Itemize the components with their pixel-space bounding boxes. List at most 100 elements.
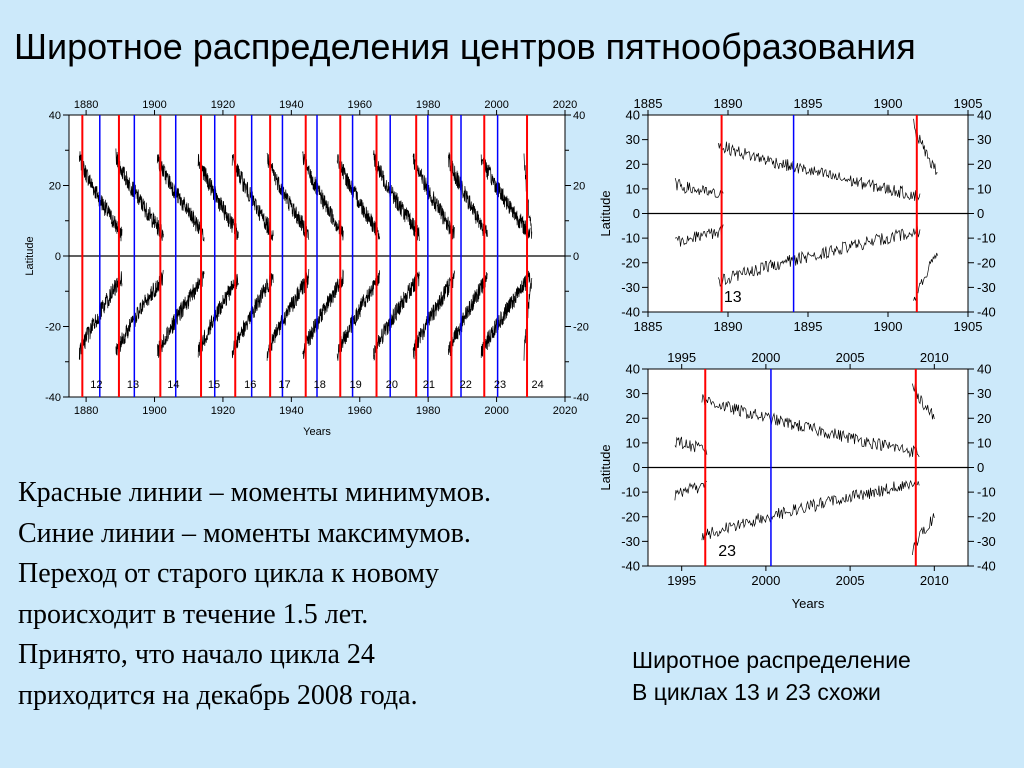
cycle-label: 23	[494, 379, 506, 391]
north-trace	[231, 154, 274, 241]
y-tick-label-left: 40	[49, 110, 61, 122]
y-tick-label-right: 20	[573, 180, 585, 192]
x-tick-label: 1900	[142, 405, 166, 417]
north-trace	[336, 154, 380, 240]
south-trace	[78, 271, 123, 361]
x-tick-label: 1980	[416, 405, 440, 417]
y-tick-label-left: 30	[626, 386, 640, 401]
north-trace	[373, 150, 420, 242]
south-trace	[302, 269, 344, 359]
y-tick-label-left: -30	[621, 280, 640, 295]
x-tick-label: 1905	[954, 319, 983, 334]
x-tick-label-top: 1905	[954, 96, 983, 111]
south-trace	[373, 271, 420, 361]
south-trace	[674, 224, 724, 247]
y-axis-label: Latitude	[598, 190, 613, 236]
north-trace	[701, 394, 920, 458]
north-trace	[115, 148, 164, 241]
slide-title: Широтное распределения центров пятнообра…	[14, 26, 916, 67]
y-tick-label-left: 0	[633, 460, 640, 475]
x-tick-label-top: 1960	[348, 99, 372, 111]
x-tick-label-top: 1885	[634, 96, 663, 111]
y-tick-label-right: -20	[977, 255, 996, 270]
y-tick-label-left: 20	[49, 180, 61, 192]
y-tick-label-right: 0	[977, 460, 984, 475]
y-tick-label-left: -40	[621, 559, 640, 574]
x-tick-label-top: 2005	[836, 350, 865, 365]
y-tick-label-right: -10	[977, 485, 996, 500]
y-tick-label-left: 20	[626, 157, 640, 172]
note-line: Красные линии – моменты минимумов.	[18, 477, 491, 508]
south-trace	[412, 270, 455, 360]
x-axis-label: Years	[303, 426, 331, 438]
note-line: происходит в течение 1.5 лет.	[18, 598, 369, 630]
south-trace	[156, 270, 205, 358]
cycle-label: 18	[314, 379, 326, 391]
x-tick-label-top: 2010	[920, 350, 949, 365]
north-trace	[412, 153, 455, 240]
x-tick-label: 1920	[211, 405, 235, 417]
y-tick-label-right: -30	[977, 280, 996, 295]
x-tick-label-top: 2000	[484, 99, 508, 111]
cycle-label: 14	[167, 379, 179, 391]
y-tick-label-right: 0	[573, 251, 579, 263]
x-tick-label: 1900	[874, 319, 903, 334]
y-tick-label-right: -20	[977, 509, 996, 524]
y-tick-label-right: 30	[977, 132, 991, 147]
y-axis-label: Latitude	[24, 236, 36, 275]
y-tick-label-right: -40	[977, 305, 996, 320]
y-tick-label-right: -10	[977, 231, 996, 246]
south-trace	[115, 269, 164, 356]
south-trace	[197, 273, 239, 358]
y-tick-label-left: -10	[621, 485, 640, 500]
y-tick-label-right: -40	[573, 392, 589, 404]
x-tick-label: 1890	[714, 319, 743, 334]
cycle-label: 16	[244, 379, 256, 391]
x-tick-label: 1885	[634, 319, 663, 334]
y-tick-label-left: 10	[626, 435, 640, 450]
x-tick-label-top: 1900	[874, 96, 903, 111]
cycle-label: 12	[90, 379, 102, 391]
x-tick-label-top: 1880	[74, 99, 98, 111]
north-trace	[197, 153, 239, 240]
caption-line: В циклах 13 и 23 схожи	[632, 679, 881, 705]
north-trace	[78, 151, 123, 242]
y-tick-label-left: -20	[621, 509, 640, 524]
y-tick-label-left: -10	[621, 231, 640, 246]
north-trace	[302, 151, 344, 241]
y-tick-label-left: -40	[621, 305, 640, 320]
x-tick-label: 2020	[553, 405, 577, 417]
x-axis-label: Years	[792, 596, 825, 611]
x-tick-label: 1880	[74, 405, 98, 417]
north-trace	[674, 178, 724, 198]
y-tick-label-right: 0	[977, 206, 984, 221]
cycle-label: 23	[718, 543, 736, 560]
notes-text: Красные линии – моменты минимумов. Синие…	[18, 473, 491, 716]
x-tick-label: 1995	[667, 573, 696, 588]
x-tick-label-top: 2020	[553, 99, 577, 111]
y-tick-label-left: 0	[55, 251, 61, 263]
x-tick-label: 2010	[920, 573, 949, 588]
north-trace	[718, 141, 921, 201]
y-tick-label-right: 10	[977, 435, 991, 450]
y-tick-label-right: 20	[977, 157, 991, 172]
south-trace	[336, 270, 380, 361]
x-tick-label-top: 1995	[667, 350, 696, 365]
south-trace	[718, 225, 921, 287]
cycle-label: 17	[278, 379, 290, 391]
y-tick-label-right: -40	[977, 559, 996, 574]
x-tick-label-top: 1890	[714, 96, 743, 111]
x-tick-label-top: 2000	[751, 350, 780, 365]
south-trace	[266, 268, 310, 361]
south-trace	[674, 480, 708, 501]
y-tick-label-left: -30	[621, 534, 640, 549]
y-tick-label-left: 40	[626, 362, 640, 377]
y-tick-label-left: 20	[626, 411, 640, 426]
y-tick-label-left: -40	[45, 392, 61, 404]
cycle-label: 22	[460, 379, 472, 391]
cycle-label: 21	[423, 379, 435, 391]
x-tick-label: 2000	[484, 405, 508, 417]
south-trace	[701, 479, 920, 541]
